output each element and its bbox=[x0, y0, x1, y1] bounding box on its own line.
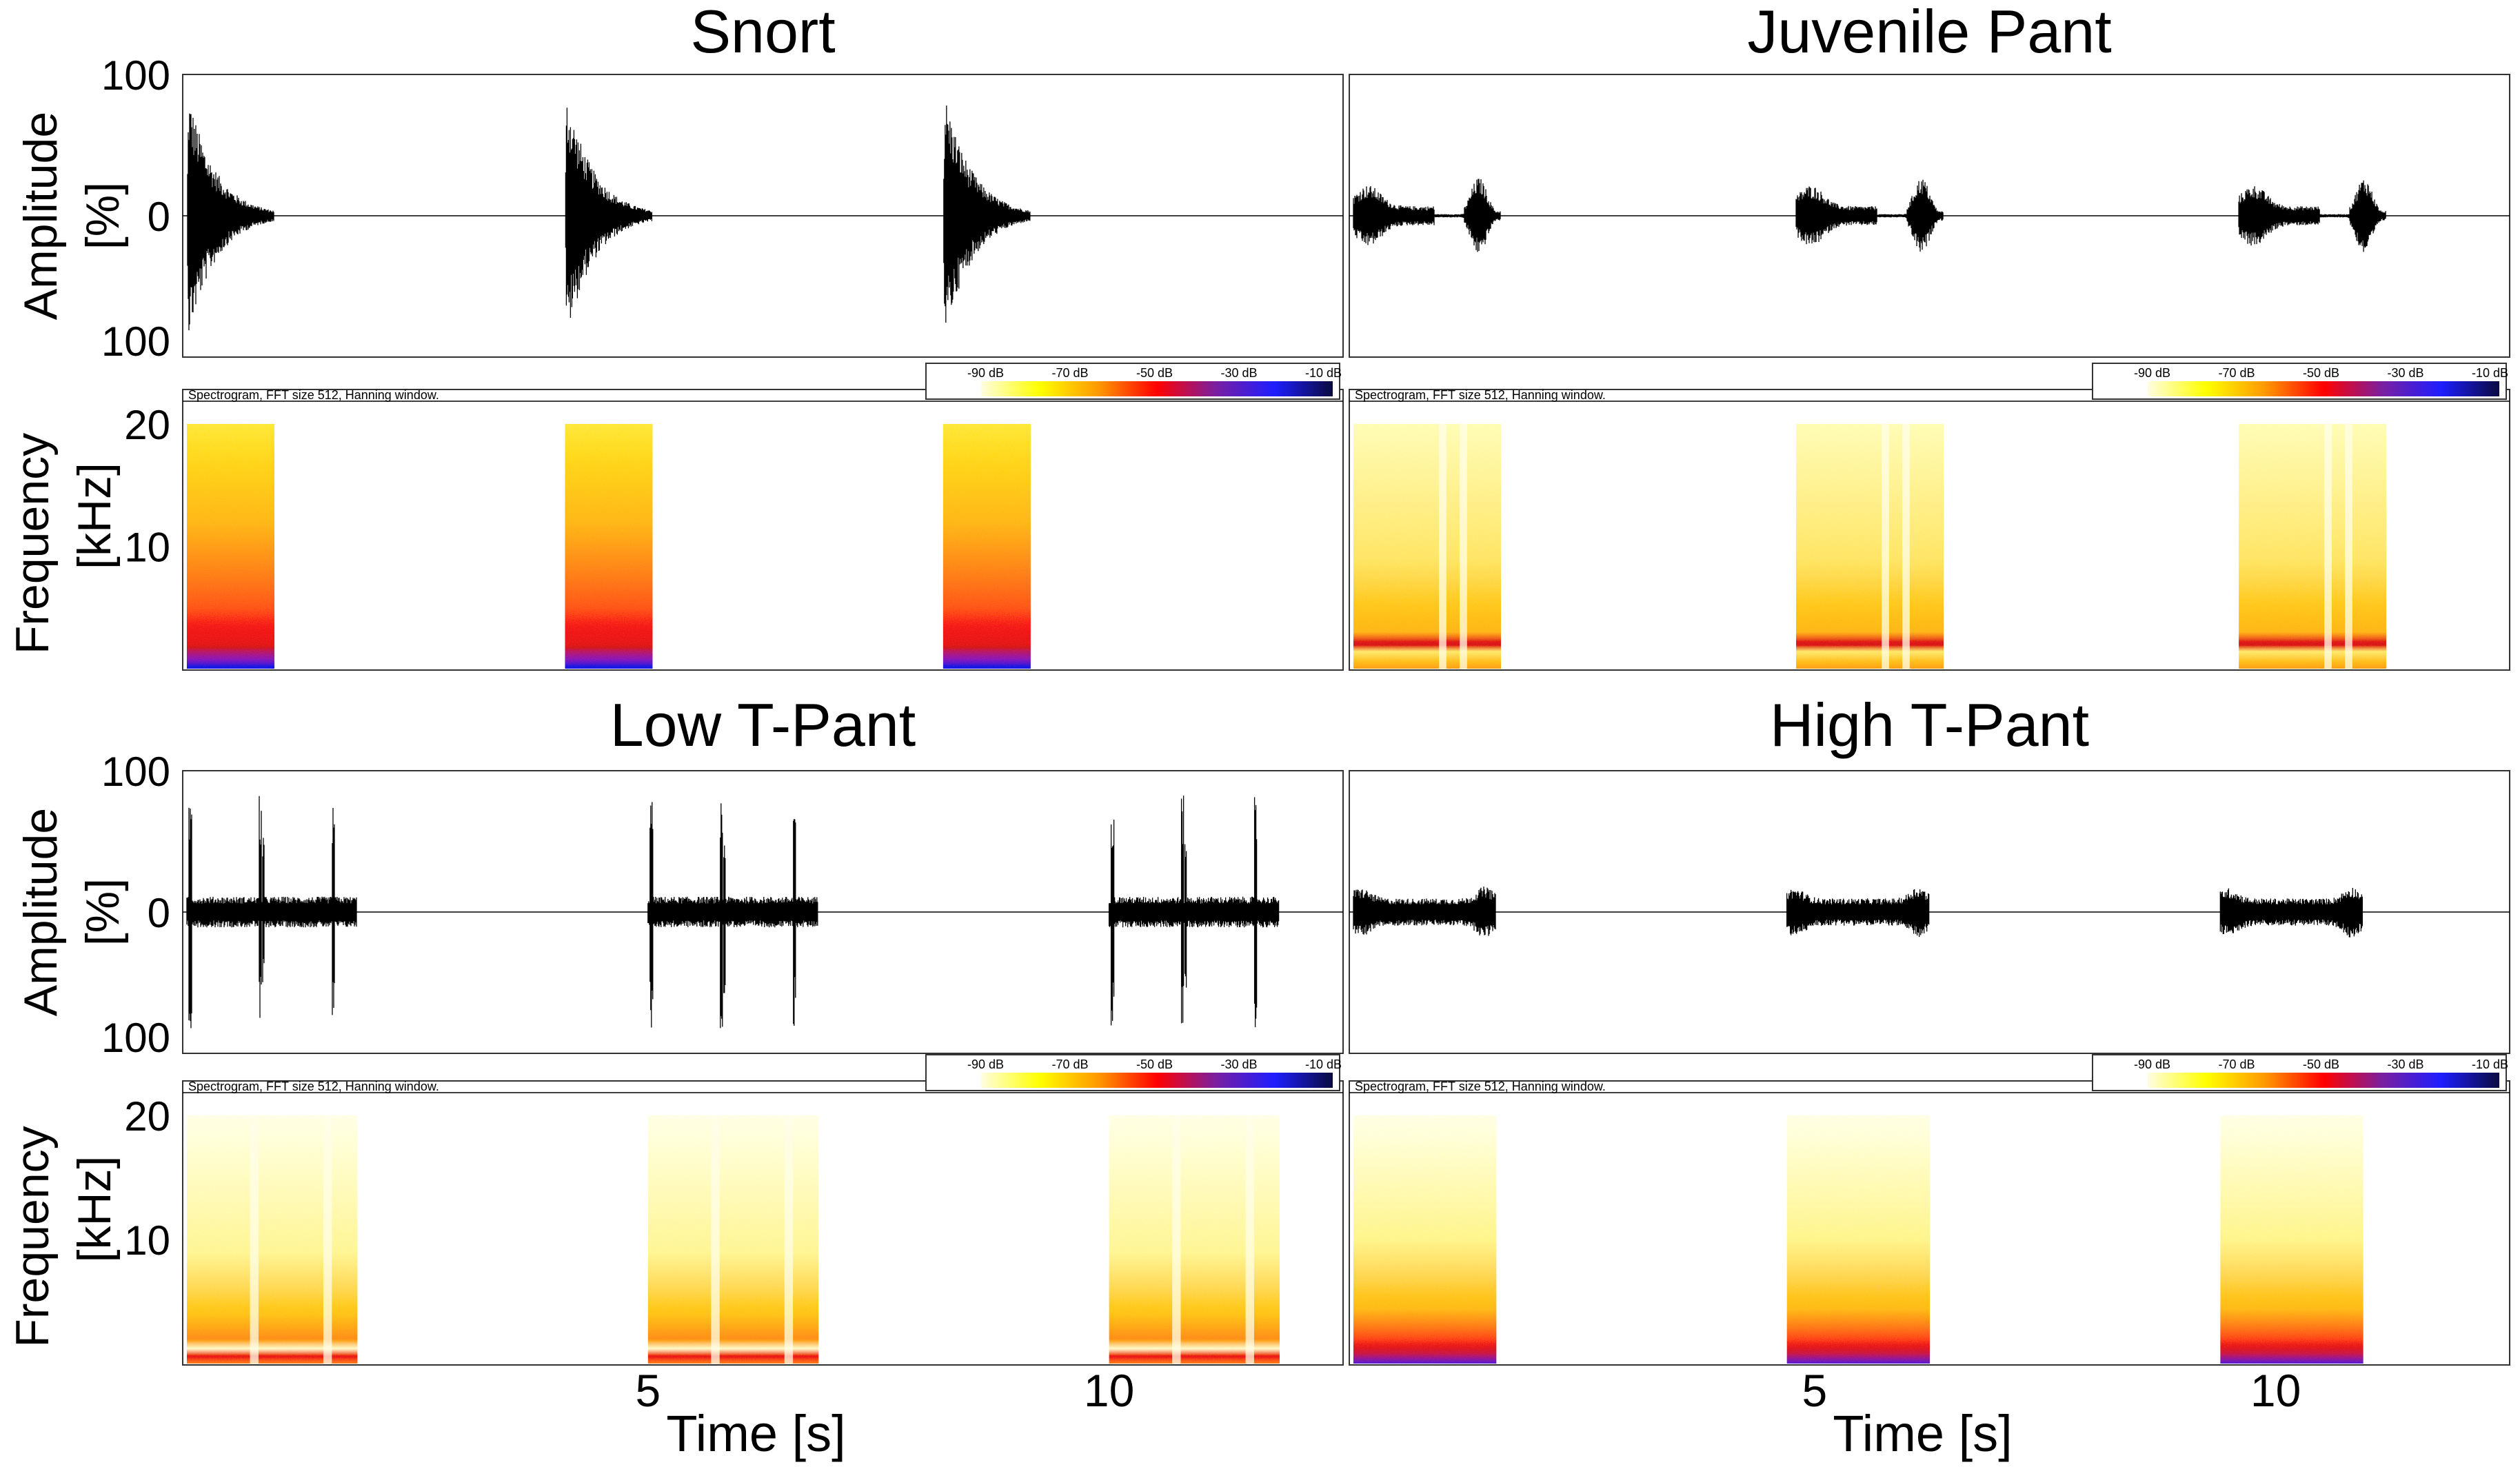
colorbar-tick: -70 dB bbox=[1052, 1057, 1089, 1071]
waveform-call bbox=[647, 802, 818, 1029]
spectrogram-call bbox=[1796, 424, 1944, 669]
colorbar-tick: -50 dB bbox=[1136, 366, 1173, 380]
frequency-axis-unit: [kHz] bbox=[68, 463, 121, 569]
panel-3: High T-Pant Spectrogram, FFT size 512, Ha… bbox=[1349, 691, 2510, 1462]
frequency-axis-unit: [kHz] bbox=[68, 1156, 121, 1263]
waveform-call bbox=[2219, 887, 2363, 938]
amplitude-axis-label: Amplitude bbox=[14, 808, 67, 1016]
amplitude-tick-label: 0 bbox=[148, 890, 170, 936]
spectrogram-gap bbox=[250, 1115, 259, 1364]
amplitude-tick-label: 100 bbox=[101, 749, 170, 795]
spectrogram-call bbox=[2220, 1115, 2363, 1364]
spectrogram-call bbox=[1786, 1115, 1930, 1364]
panel-1: Juvenile Pant Spectrogram, FFT size 512, … bbox=[1349, 0, 2510, 671]
panel-title: Low T-Pant bbox=[610, 691, 916, 759]
time-axis-label: Time [s] bbox=[666, 1405, 845, 1462]
frequency-tick-label: 10 bbox=[124, 525, 170, 571]
spectrogram-gap bbox=[1439, 424, 1447, 669]
amplitude-tick-label: 100 bbox=[101, 52, 170, 99]
waveform-call bbox=[2238, 180, 2386, 252]
spectrogram-frame bbox=[182, 389, 1344, 671]
colorbar-tick: -90 dB bbox=[2134, 366, 2170, 380]
amplitude-tick-label: 100 bbox=[101, 318, 170, 365]
time-tick-label: 5 bbox=[1802, 1365, 1827, 1416]
spectrogram-call bbox=[1353, 1115, 1497, 1364]
colorbar-gradient bbox=[2148, 1073, 2499, 1088]
colorbar-tick: -30 dB bbox=[1221, 366, 1258, 380]
colorbar-tick: -10 dB bbox=[2472, 366, 2508, 380]
colorbar-tick: -30 dB bbox=[2388, 366, 2424, 380]
colorbar-tick: -10 dB bbox=[1305, 366, 1342, 380]
colorbar-tick: -10 dB bbox=[2472, 1057, 2508, 1071]
panel-title: Snort bbox=[690, 0, 835, 65]
panel-title: Juvenile Pant bbox=[1747, 0, 2111, 65]
spectrogram-gap bbox=[1245, 1115, 1254, 1364]
panel-2: Low T-Pant Spectrogram, FFT size 512, Han… bbox=[6, 691, 1344, 1462]
spectrogram-gap bbox=[1882, 424, 1889, 669]
waveform-call bbox=[1353, 887, 1496, 936]
spectrogram-call bbox=[943, 424, 1031, 669]
spectrogram-call bbox=[2239, 424, 2387, 669]
colorbar-tick: -50 dB bbox=[1136, 1057, 1173, 1071]
spectrogram-call bbox=[565, 424, 653, 669]
panel-0: Snort Spectrogram, FFT size 512, Hanning … bbox=[6, 0, 1344, 671]
spectrogram-caption: Spectrogram, FFT size 512, Hanning windo… bbox=[188, 1080, 439, 1093]
frequency-axis-label: Frequency bbox=[6, 1126, 59, 1347]
spectrogram-caption: Spectrogram, FFT size 512, Hanning windo… bbox=[1355, 388, 1606, 402]
colorbar-tick: -10 dB bbox=[1305, 1057, 1342, 1071]
colorbar-tick: -70 dB bbox=[1052, 366, 1089, 380]
amplitude-axis-label: Amplitude bbox=[14, 112, 67, 320]
waveform-call bbox=[186, 796, 357, 1029]
colorbar-tick: -50 dB bbox=[2303, 366, 2339, 380]
spectrogram-caption: Spectrogram, FFT size 512, Hanning windo… bbox=[188, 388, 439, 402]
colorbar-tick: -90 dB bbox=[2134, 1057, 2170, 1071]
time-tick-label: 10 bbox=[1084, 1365, 1134, 1416]
time-tick-label: 10 bbox=[2250, 1365, 2301, 1416]
spectrogram-gap bbox=[711, 1115, 720, 1364]
spectrogram-gap bbox=[323, 1115, 332, 1364]
spectrogram-call bbox=[187, 424, 275, 669]
time-axis-label: Time [s] bbox=[1833, 1405, 2012, 1462]
amplitude-tick-label: 100 bbox=[101, 1015, 170, 1061]
spectrogram-gap bbox=[2345, 424, 2352, 669]
frequency-tick-label: 20 bbox=[124, 402, 170, 448]
colorbar-gradient bbox=[981, 1073, 1333, 1088]
frequency-tick-label: 10 bbox=[124, 1217, 170, 1264]
waveform-call bbox=[565, 108, 653, 318]
panels: Snort Spectrogram, FFT size 512, Hanning … bbox=[6, 0, 2510, 1462]
spectrogram-gap bbox=[1172, 1115, 1181, 1364]
colorbar-tick: -70 dB bbox=[2219, 366, 2255, 380]
waveform-call bbox=[1108, 796, 1280, 1028]
colorbar-tick: -30 dB bbox=[2388, 1057, 2424, 1071]
spectrogram-gap bbox=[2324, 424, 2332, 669]
frequency-tick-label: 20 bbox=[124, 1093, 170, 1140]
waveform-call bbox=[1795, 179, 1944, 252]
spectrogram-gap bbox=[1460, 424, 1467, 669]
amplitude-axis-unit: [%] bbox=[77, 182, 129, 250]
panel-title: High T-Pant bbox=[1770, 691, 2089, 759]
colorbar-tick: -90 dB bbox=[967, 1057, 1004, 1071]
colorbar-tick: -30 dB bbox=[1221, 1057, 1258, 1071]
colorbar-tick: -50 dB bbox=[2303, 1057, 2339, 1071]
colorbar-tick: -90 dB bbox=[967, 366, 1004, 380]
waveform-call bbox=[1786, 889, 1930, 938]
spectrogram-caption: Spectrogram, FFT size 512, Hanning windo… bbox=[1355, 1080, 1606, 1093]
colorbar-gradient bbox=[2148, 381, 2499, 396]
amplitude-tick-label: 0 bbox=[148, 194, 170, 240]
frequency-axis-label: Frequency bbox=[6, 433, 59, 654]
colorbar-tick: -70 dB bbox=[2219, 1057, 2255, 1071]
waveform-call bbox=[1353, 179, 1501, 252]
waveform-call bbox=[943, 105, 1031, 323]
time-tick-label: 5 bbox=[635, 1365, 661, 1416]
spectrogram-call bbox=[1353, 424, 1502, 669]
colorbar-gradient bbox=[981, 381, 1333, 396]
amplitude-axis-unit: [%] bbox=[77, 878, 129, 946]
spectrogram-gap bbox=[1902, 424, 1910, 669]
waveform-call bbox=[187, 113, 274, 331]
spectrogram-gap bbox=[784, 1115, 794, 1364]
